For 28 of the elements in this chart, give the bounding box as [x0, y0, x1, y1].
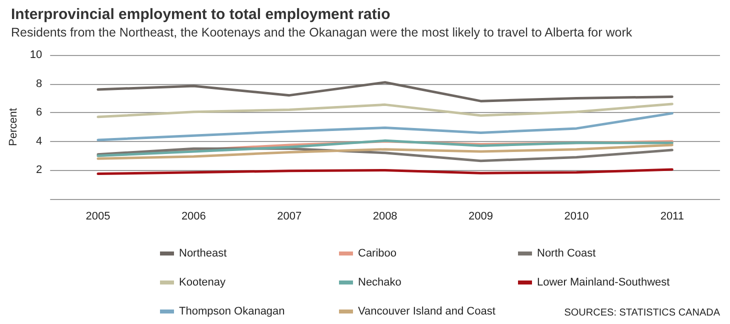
line-series	[96, 144, 674, 160]
chart-title: Interprovincial employment to total employment ratio	[11, 6, 390, 23]
legend-label: Cariboo	[358, 248, 397, 260]
y-tick-label: 10	[30, 49, 42, 61]
line-series	[96, 81, 674, 102]
line-series	[96, 102, 674, 118]
legend-label: Kootenay	[179, 276, 226, 288]
legend-label: North Coast	[537, 248, 596, 260]
y-tick-label: 8	[36, 78, 42, 90]
legend-label: Vancouver Island and Coast	[358, 306, 496, 318]
y-tick-label: 2	[36, 164, 42, 176]
chart-subtitle: Residents from the Northeast, the Kootenays and the Okanagan were the most likely to travel to Alberta for work	[11, 26, 633, 40]
x-tick-label: 2011	[660, 210, 684, 222]
y-tick-label: 4	[36, 135, 42, 148]
x-tick-label: 2005	[86, 210, 110, 222]
legend-label: Nechako	[358, 276, 402, 288]
x-tick-label: 2006	[181, 210, 206, 222]
source-note: SOURCES: STATISTICS CANADA	[564, 308, 720, 318]
line-series	[96, 112, 674, 142]
x-tick-label: 2008	[372, 210, 398, 222]
y-tick-label: 6	[36, 106, 42, 119]
x-tick-label: 2009	[468, 210, 494, 222]
legend-label: Lower Mainland-Southwest	[537, 276, 670, 288]
legend-label: Northeast	[179, 248, 227, 260]
legend-label: Thompson Okanagan	[179, 306, 285, 318]
x-tick-label: 2010	[564, 210, 589, 222]
y-axis-title: Percent	[8, 108, 20, 146]
x-tick-label: 2007	[277, 210, 302, 222]
